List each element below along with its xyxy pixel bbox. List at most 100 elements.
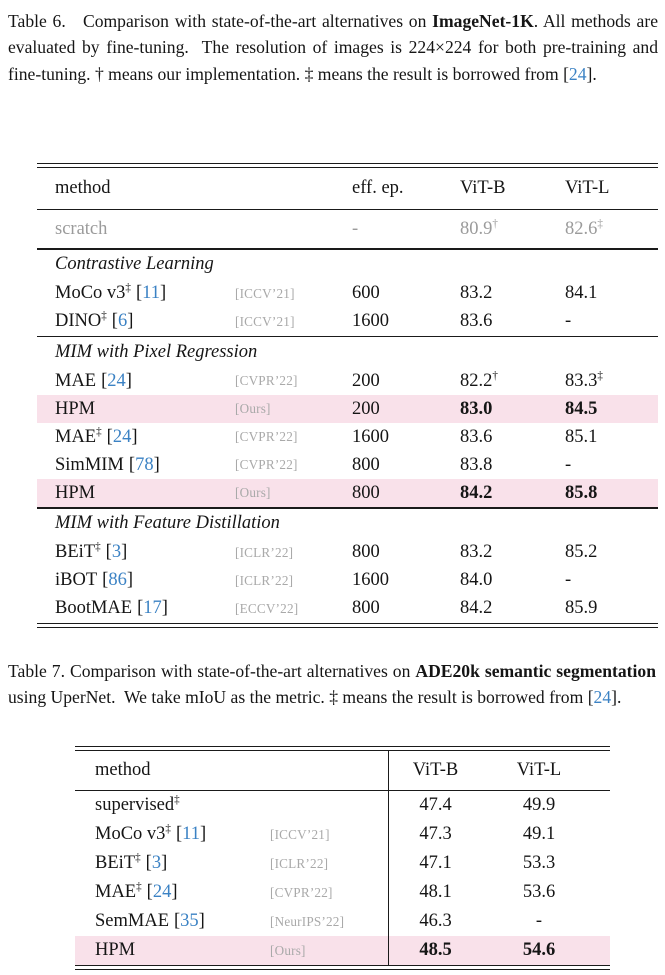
method-cell: MAE‡ [24]	[55, 426, 235, 448]
metric-cell: 83.6	[460, 427, 565, 448]
metric-superscript: ‡	[597, 369, 603, 382]
citation-link[interactable]: 24	[112, 426, 132, 447]
caption-text: Table 6. Comparison with state-of-the-ar…	[8, 11, 433, 31]
metric-value: -	[565, 454, 572, 475]
metric-value: 85.2	[565, 542, 598, 563]
table-row: supervised‡ 47.4 49.9	[75, 791, 610, 820]
column-header-method: method	[55, 178, 111, 198]
citation-close-bracket: ]	[586, 63, 593, 84]
metric-value: 800	[352, 542, 380, 563]
citation-link[interactable]: 24	[568, 63, 587, 84]
metric-value: 84.1	[565, 283, 598, 304]
venue-cell: [Ours]	[235, 485, 271, 501]
section-label: MIM with Pixel Regression	[55, 341, 258, 362]
citation-close-bracket: ]	[153, 454, 160, 475]
method-cell: MAE‡ [24]	[95, 882, 270, 903]
metric-cell: 800	[352, 598, 460, 619]
method-cell: HPM	[55, 399, 235, 420]
citation-close-bracket: ]	[126, 570, 133, 591]
metric-cell: 83.6	[460, 311, 565, 332]
citation-link[interactable]: 3	[151, 853, 162, 874]
metric-cell: 83.2	[460, 283, 565, 304]
metric-cell: -	[352, 219, 460, 240]
metric-cell: 84.2	[460, 483, 565, 504]
citation-close-bracket: ]	[198, 911, 205, 932]
column-header-epochs: eff. ep.	[352, 178, 404, 198]
column-header-vitl: ViT-L	[565, 178, 610, 198]
citation-link[interactable]: 24	[593, 687, 612, 708]
citation-open-bracket: [	[101, 370, 108, 391]
metric-value: 84.0	[460, 570, 493, 591]
method-superscript: ‡	[136, 881, 142, 894]
method-cell: MoCo v3‡ [11]	[95, 824, 270, 845]
venue-cell: [ICCV’21]	[270, 826, 330, 842]
citation-link[interactable]: 24	[152, 882, 172, 903]
metric-value: 800	[352, 598, 380, 619]
metric-value: 83.6	[460, 426, 493, 447]
citation-link[interactable]: 11	[142, 283, 160, 304]
citation-link[interactable]: 11	[182, 824, 200, 845]
citation-link[interactable]: 24	[107, 370, 126, 391]
metric-value: 800	[352, 454, 380, 475]
venue-cell: [ECCV’22]	[235, 600, 299, 616]
metric-cell: 800	[352, 542, 460, 563]
metric-cell: 49.1	[483, 824, 595, 845]
metric-value: 49.9	[522, 795, 556, 816]
citation-close-bracket: ]	[127, 311, 134, 332]
metric-value: 47.1	[419, 853, 452, 874]
method-name: supervised	[95, 795, 175, 816]
citation-link[interactable]: 6	[117, 311, 128, 332]
method-superscript: ‡	[174, 794, 180, 807]
column-header-vitb: ViT-B	[412, 760, 459, 780]
metric-superscript: ‡	[597, 217, 603, 230]
caption-text: ImageNet-1K	[432, 11, 534, 31]
metric-cell: 1600	[352, 570, 460, 591]
method-name: HPM	[55, 482, 96, 503]
table-row: iBOT [86] [ICLR’22] 1600 84.0 -	[37, 567, 658, 595]
citation-open-bracket: [	[146, 882, 153, 903]
method-name: MoCo v3	[95, 824, 166, 845]
venue-cell: [CVPR’22]	[235, 457, 298, 473]
citation-open-bracket: [	[135, 283, 143, 304]
venue-cell: [ICLR’22]	[235, 572, 294, 588]
metric-cell: 1600	[352, 427, 460, 448]
table7-bottom-rule	[75, 965, 610, 971]
metric-value: 84.2	[460, 482, 493, 503]
metric-cell: 48.5	[388, 940, 483, 961]
citation-close-bracket: ]	[199, 824, 207, 845]
section-header-row: MIM with Feature Distillation	[37, 509, 658, 539]
metric-cell: 83.0	[460, 399, 565, 420]
method-cell: HPM	[55, 483, 235, 504]
citation-link[interactable]: 86	[108, 570, 127, 591]
metric-cell: -	[565, 570, 654, 591]
citation-link[interactable]: 17	[143, 598, 162, 619]
citation-open-bracket: [	[111, 311, 118, 332]
metric-cell: 1600	[352, 311, 460, 332]
method-cell: MoCo v3‡ [11]	[55, 283, 235, 304]
citation-link[interactable]: 78	[135, 454, 154, 475]
method-cell: MAE [24]	[55, 371, 235, 392]
method-cell: iBOT [86]	[55, 570, 235, 591]
metric-cell: 800	[352, 455, 460, 476]
table-row: SemMAE [35] [NeurIPS’22] 46.3-	[75, 907, 610, 936]
table-row: DINO‡ [6] [ICCV’21] 1600 83.6 -	[37, 308, 658, 336]
citation-link[interactable]: 35	[180, 911, 199, 932]
table6-bottom-rule	[37, 622, 658, 628]
citation-close-bracket: ]	[171, 882, 178, 903]
metric-cell: 48.1	[388, 882, 483, 903]
table-row: MoCo v3‡ [11] [ICCV’21] 47.3 49.1	[75, 820, 610, 849]
metric-value: 46.3	[419, 911, 452, 932]
table7: method ViT-B ViT-L supervised‡ 47.4 49.9 Mo…	[75, 746, 610, 971]
metric-cell: 80.9†	[460, 218, 565, 240]
citation-open-bracket: [	[174, 911, 181, 932]
metric-cell: 83.2	[460, 542, 565, 563]
metric-value: 80.9	[460, 218, 493, 239]
venue-cell: [Ours]	[270, 942, 306, 958]
metric-value: 600	[352, 283, 380, 304]
method-cell: BEiT‡ [3]	[95, 853, 270, 874]
method-name: MoCo v3	[55, 283, 126, 304]
citation-link[interactable]: 3	[111, 542, 122, 563]
method-name: MAE	[55, 370, 97, 391]
table-row: MAE [24] [CVPR’22] 200 82.2† 83.3‡	[37, 367, 658, 395]
method-name: HPM	[55, 398, 96, 419]
